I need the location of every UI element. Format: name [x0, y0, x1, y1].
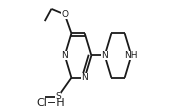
Text: O: O	[61, 10, 68, 19]
Text: S: S	[55, 92, 61, 101]
Text: N: N	[61, 51, 68, 60]
Text: N: N	[81, 73, 88, 82]
Text: NH: NH	[125, 51, 138, 60]
Text: Cl−H: Cl−H	[36, 98, 65, 108]
Text: N: N	[101, 51, 108, 60]
